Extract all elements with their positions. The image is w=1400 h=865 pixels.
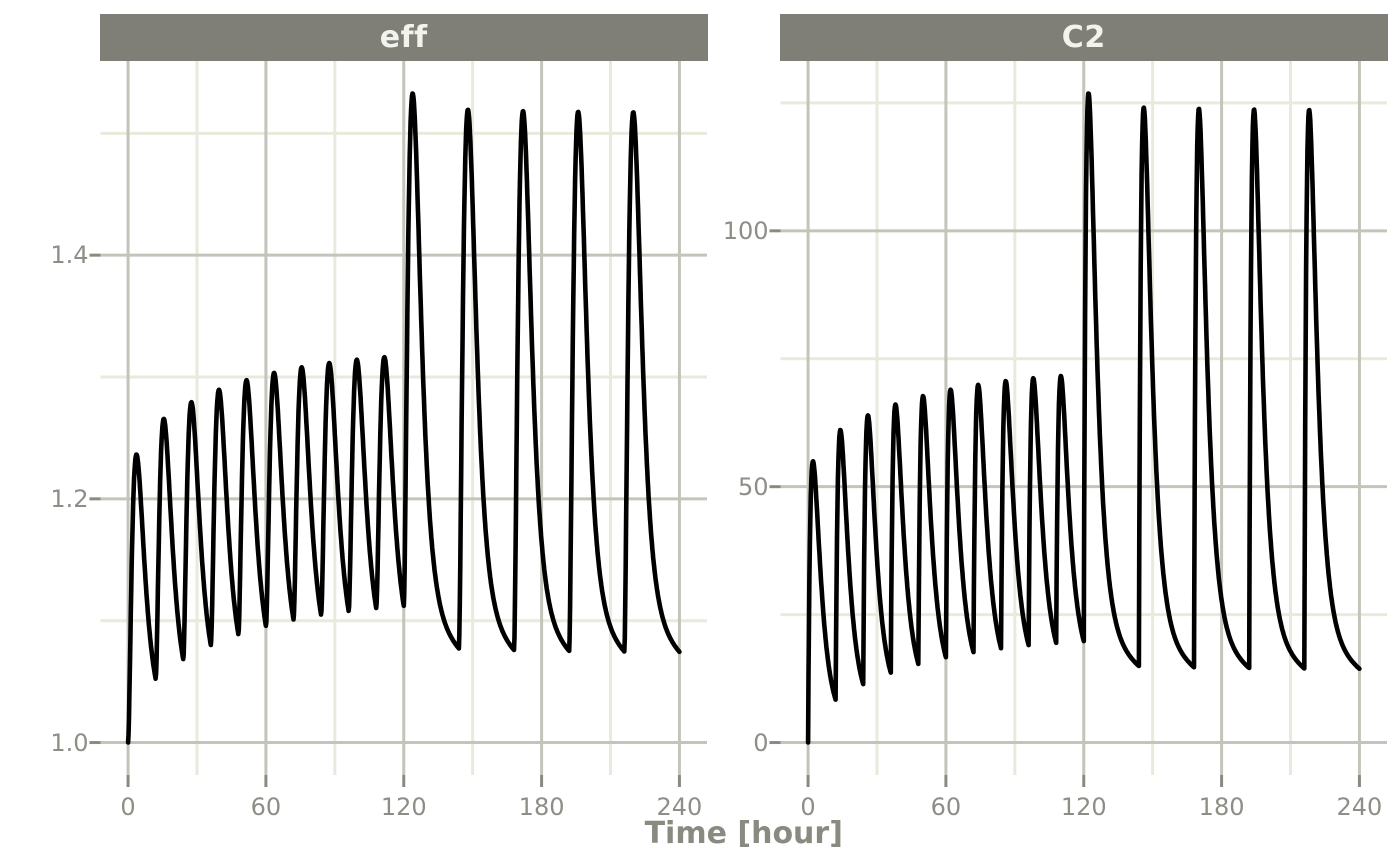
- y-tick-label: 0: [753, 728, 769, 757]
- y-tick-label: 1.2: [50, 484, 89, 513]
- x-tick-label: 180: [1198, 793, 1245, 821]
- x-tick-label: 60: [250, 793, 282, 821]
- x-tick-label: 240: [656, 793, 703, 821]
- facet-strip-label-c2: C2: [1061, 20, 1106, 55]
- x-axis-title: Time [hour]: [644, 816, 843, 851]
- x-tick-label: 240: [1336, 793, 1383, 821]
- x-tick-label: 0: [120, 793, 136, 821]
- C2-line: [805, 91, 1362, 745]
- x-tick-label: 120: [380, 793, 427, 821]
- x-tick-label: 180: [518, 793, 565, 821]
- facet-strip-eff: eff: [100, 14, 708, 61]
- eff-line: [125, 91, 682, 745]
- x-tick-label: 60: [930, 793, 962, 821]
- facet-strip-label-eff: eff: [379, 20, 428, 55]
- x-tick-label: 120: [1060, 793, 1107, 821]
- facet-strip-c2: C2: [780, 14, 1388, 61]
- y-tick-label: 100: [722, 216, 769, 245]
- y-tick-label: 1.4: [50, 241, 89, 270]
- x-tick-label: 0: [800, 793, 816, 821]
- y-tick-label: 1.0: [50, 728, 89, 757]
- y-tick-label: 50: [737, 472, 769, 501]
